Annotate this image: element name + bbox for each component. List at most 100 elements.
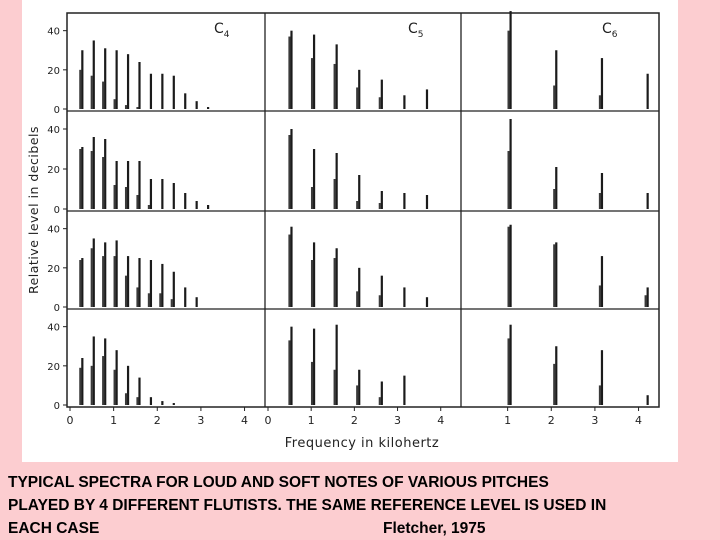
spectra-chart: 02040A02040B02040C02040DC4C5C60123401234… (26, 11, 660, 451)
y-tick-label: 0 (54, 105, 60, 116)
harmonic-bar-soft (598, 95, 602, 109)
harmonic-bar-soft (310, 187, 314, 209)
y-tick-label: 40 (47, 225, 60, 236)
harmonic-bar-soft (136, 287, 139, 307)
harmonic-bar-loud (184, 287, 187, 307)
harmonic-bar-soft (79, 367, 82, 405)
harmonic-bar-loud (126, 161, 130, 209)
harmonic-bar-loud (126, 256, 130, 307)
harmonic-bar-soft (79, 69, 82, 109)
harmonic-bar-soft (170, 299, 173, 307)
harmonic-bar-loud (126, 54, 130, 109)
plot-frame (66, 12, 660, 408)
column-label: C5 (408, 21, 424, 40)
harmonic-bar-loud (358, 175, 361, 209)
harmonic-bar-loud (115, 240, 118, 307)
harmonic-bar-loud (81, 358, 84, 405)
y-tick-label: 20 (47, 362, 60, 373)
harmonic-bar-loud (138, 258, 141, 307)
harmonic-bar-loud (290, 30, 293, 110)
harmonic-bar-soft (90, 365, 93, 405)
harmonic-bar-loud (312, 34, 316, 110)
harmonic-bar-loud (92, 238, 95, 307)
harmonic-bar-soft (136, 397, 139, 405)
harmonic-bar-soft (598, 385, 602, 405)
x-tick-label: 3 (394, 414, 401, 427)
harmonic-bar-loud (509, 119, 512, 209)
harmonic-bar-loud (149, 179, 153, 209)
harmonic-bar-soft (378, 97, 381, 109)
harmonic-bar-soft (333, 179, 336, 209)
harmonic-bar-loud (509, 11, 512, 109)
harmonic-bar-soft (124, 275, 128, 307)
harmonic-bar-loud (358, 69, 361, 109)
harmonic-bar-loud (555, 167, 558, 209)
harmonic-bar-loud (195, 297, 198, 307)
harmonic-bar-soft (90, 151, 93, 209)
harmonic-bar-loud (555, 50, 558, 109)
y-tick-label: 0 (54, 205, 60, 216)
harmonic-bar-loud (403, 375, 406, 405)
harmonic-bar-soft (310, 260, 314, 307)
harmonic-bar-loud (161, 401, 164, 405)
harmonic-bar-soft (147, 205, 151, 209)
harmonic-bar-loud (115, 50, 118, 109)
harmonic-bar-loud (161, 263, 164, 307)
y-tick-label: 40 (47, 323, 60, 334)
caption-line-2: PLAYED BY 4 DIFFERENT FLUTISTS. THE SAME… (8, 497, 607, 514)
harmonic-bar-soft (507, 338, 510, 405)
y-tick-label: 20 (47, 165, 60, 176)
x-tick-label: 4 (437, 414, 444, 427)
y-tick-label: 40 (47, 125, 60, 136)
harmonic-bar-loud (104, 242, 107, 307)
harmonic-bar-loud (161, 179, 164, 209)
harmonic-bar-loud (138, 161, 141, 209)
harmonic-bar-soft (124, 187, 128, 209)
harmonic-bar-loud (172, 183, 175, 209)
harmonic-bar-soft (113, 99, 116, 109)
x-tick-label: 3 (591, 414, 598, 427)
harmonic-bar-loud (195, 201, 198, 209)
harmonic-bar-soft (288, 135, 291, 209)
harmonic-bar-loud (172, 271, 175, 307)
harmonic-bar-loud (358, 267, 361, 307)
harmonic-bar-loud (81, 147, 84, 209)
harmonic-bar-soft (507, 226, 510, 307)
harmonic-bar-loud (138, 62, 141, 109)
harmonic-bar-loud (290, 226, 293, 307)
y-tick-label: 40 (47, 27, 60, 38)
harmonic-bar-loud (115, 350, 118, 405)
harmonic-bar-loud (104, 338, 107, 405)
x-tick-label: 2 (351, 414, 358, 427)
harmonic-bar-loud (380, 275, 383, 307)
harmonic-bar-soft (124, 105, 128, 109)
harmonic-bar-soft (333, 258, 336, 307)
harmonic-bar-loud (149, 73, 153, 109)
harmonic-bar-loud (195, 101, 198, 109)
harmonic-bar-loud (290, 326, 293, 405)
y-tick-label: 0 (54, 303, 60, 314)
harmonic-bar-loud (335, 44, 338, 109)
column-label: C6 (602, 21, 618, 40)
harmonic-bar-loud (600, 58, 604, 109)
harmonic-bar-soft (310, 58, 314, 109)
harmonic-bar-soft (79, 260, 82, 307)
harmonic-bar-loud (81, 50, 84, 109)
harmonic-bar-loud (138, 377, 141, 405)
x-tick-label: 1 (110, 414, 117, 427)
harmonic-bar-soft (79, 149, 82, 209)
harmonic-bar-loud (290, 129, 293, 209)
caption-line-3: EACH CASE (8, 520, 100, 537)
harmonic-bar-soft (113, 369, 116, 405)
harmonic-bar-soft (356, 87, 359, 109)
y-axis-label: Relative level in decibels (26, 126, 41, 294)
harmonic-bar-loud (425, 89, 429, 109)
x-tick-label: 3 (197, 414, 204, 427)
harmonic-bar-soft (553, 189, 556, 209)
x-tick-label: 0 (265, 414, 272, 427)
y-tick-label: 20 (47, 66, 60, 77)
harmonic-bar-loud (646, 287, 649, 307)
harmonic-bar-soft (102, 81, 105, 109)
harmonic-bar-soft (288, 340, 291, 405)
harmonic-bar-soft (598, 285, 602, 307)
